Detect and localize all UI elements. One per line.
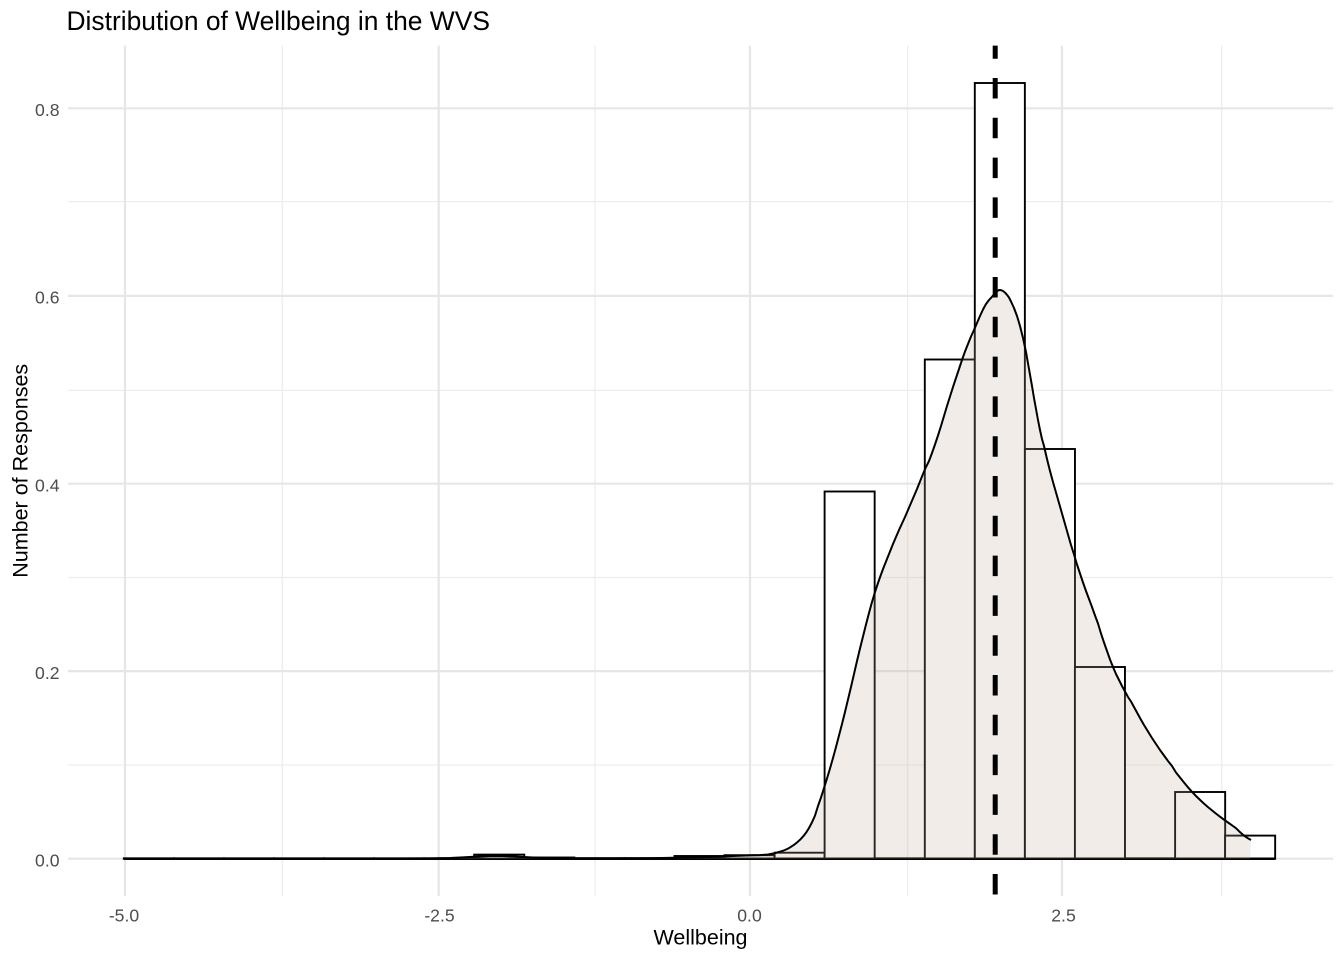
svg-text:0.4: 0.4 — [35, 476, 60, 496]
svg-text:-2.5: -2.5 — [424, 906, 455, 926]
svg-text:0.2: 0.2 — [35, 663, 59, 683]
svg-text:2.5: 2.5 — [1051, 906, 1076, 926]
svg-text:Distribution of Wellbeing in t: Distribution of Wellbeing in the WVS — [67, 6, 490, 36]
svg-text:Number of Responses: Number of Responses — [9, 364, 33, 578]
svg-text:Wellbeing: Wellbeing — [653, 926, 747, 950]
svg-text:0.0: 0.0 — [737, 906, 762, 926]
svg-text:-5.0: -5.0 — [109, 906, 140, 926]
svg-text:0.0: 0.0 — [35, 851, 60, 871]
svg-text:0.6: 0.6 — [35, 288, 60, 308]
svg-text:0.8: 0.8 — [35, 100, 60, 120]
